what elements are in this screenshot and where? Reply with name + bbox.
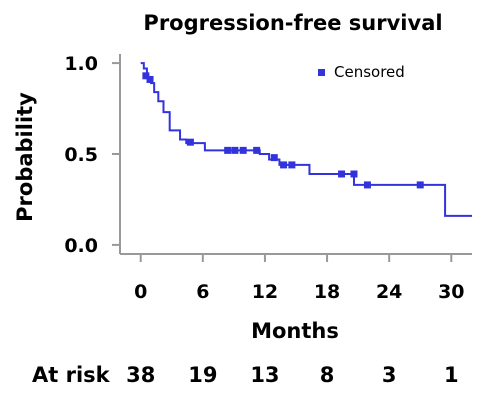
- censor-mark: [186, 138, 194, 146]
- censor-mark: [142, 72, 150, 80]
- y-axis-title: Probability: [13, 92, 37, 222]
- censor-mark: [416, 181, 424, 189]
- censor-marks: [142, 72, 424, 189]
- y-ticks: 0.0 0.5 1.0: [64, 53, 120, 257]
- x-tick-label: 12: [252, 281, 278, 303]
- censor-mark: [338, 170, 346, 178]
- legend-label-censored: Censored: [334, 63, 405, 81]
- censor-mark: [363, 181, 371, 189]
- censor-mark: [280, 161, 288, 169]
- censor-mark: [270, 154, 278, 162]
- x-tick-label: 18: [314, 281, 340, 303]
- censor-mark: [224, 146, 232, 154]
- legend: Censored: [318, 63, 405, 81]
- at-risk-count: 38: [126, 363, 155, 387]
- x-ticks: 0 6 12 18 24 30: [134, 254, 465, 303]
- chart-title: Progression-free survival: [143, 11, 442, 35]
- at-risk-count: 1: [444, 363, 459, 387]
- y-tick-label: 0.0: [64, 235, 98, 257]
- at-risk-count: 8: [320, 363, 335, 387]
- at-risk-count: 13: [250, 363, 279, 387]
- censor-mark: [231, 146, 239, 154]
- censor-mark: [146, 75, 154, 83]
- censor-mark: [239, 146, 247, 154]
- censor-mark: [350, 170, 358, 178]
- axes: [119, 54, 472, 255]
- at-risk-count: 19: [188, 363, 217, 387]
- x-axis-title: Months: [251, 319, 339, 343]
- y-tick-label: 1.0: [64, 53, 98, 75]
- y-tick-label: 0.5: [64, 144, 98, 166]
- x-tick-label: 6: [196, 281, 209, 303]
- censor-mark: [253, 146, 261, 154]
- x-tick-label: 24: [376, 281, 402, 303]
- censor-mark: [288, 161, 296, 169]
- at-risk-counts: 38 19 13 8 3 1: [126, 363, 459, 387]
- at-risk-label: At risk: [32, 363, 111, 387]
- x-tick-label: 30: [438, 281, 464, 303]
- legend-marker: [318, 69, 325, 76]
- at-risk-count: 3: [382, 363, 397, 387]
- x-tick-label: 0: [134, 281, 147, 303]
